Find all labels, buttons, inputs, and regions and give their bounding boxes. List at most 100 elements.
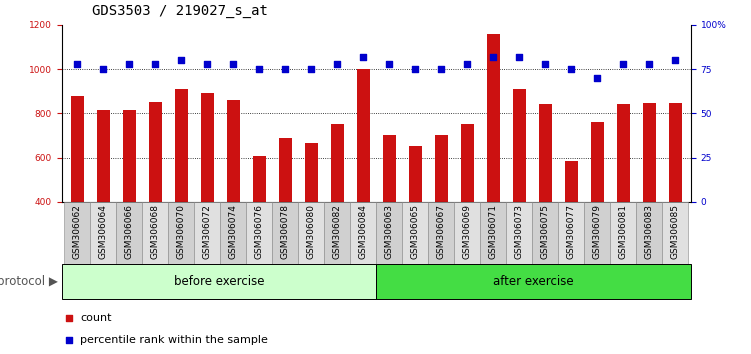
Bar <box>71 96 83 202</box>
Bar <box>357 69 369 202</box>
Text: GSM306083: GSM306083 <box>645 204 654 259</box>
Bar <box>454 202 481 264</box>
Point <box>644 61 656 67</box>
Text: GSM306067: GSM306067 <box>437 204 446 259</box>
Bar <box>149 102 161 202</box>
Text: GSM306064: GSM306064 <box>98 204 107 258</box>
Bar <box>481 202 506 264</box>
Bar <box>122 110 136 202</box>
Text: GDS3503 / 219027_s_at: GDS3503 / 219027_s_at <box>92 4 267 18</box>
Text: GSM306069: GSM306069 <box>463 204 472 259</box>
Bar <box>636 202 662 264</box>
Point <box>669 57 681 63</box>
Text: GSM306084: GSM306084 <box>359 204 368 258</box>
Bar <box>195 202 220 264</box>
Text: GSM306075: GSM306075 <box>541 204 550 259</box>
Text: GSM306074: GSM306074 <box>229 204 238 258</box>
Bar <box>168 202 195 264</box>
Point <box>566 66 578 72</box>
Point <box>439 2 451 8</box>
Point <box>487 54 499 59</box>
Text: GSM306079: GSM306079 <box>593 204 602 259</box>
Bar <box>324 202 350 264</box>
Text: GSM306080: GSM306080 <box>306 204 315 259</box>
Point <box>331 61 343 67</box>
Text: GSM306068: GSM306068 <box>151 204 160 259</box>
Text: GSM306085: GSM306085 <box>671 204 680 259</box>
Bar <box>669 103 682 202</box>
Bar <box>611 202 636 264</box>
Bar <box>617 104 630 202</box>
Bar <box>565 161 578 202</box>
Text: percentile rank within the sample: percentile rank within the sample <box>80 335 268 345</box>
Bar <box>506 202 532 264</box>
Bar <box>220 202 246 264</box>
Bar <box>64 202 90 264</box>
Bar <box>175 89 188 202</box>
Bar <box>376 202 403 264</box>
Bar <box>376 264 691 299</box>
Bar <box>513 89 526 202</box>
Text: GSM306070: GSM306070 <box>176 204 185 259</box>
Bar <box>435 136 448 202</box>
Point <box>97 66 109 72</box>
Text: after exercise: after exercise <box>493 275 574 288</box>
Point <box>228 61 240 67</box>
Point <box>539 61 551 67</box>
Bar <box>538 104 552 202</box>
Text: before exercise: before exercise <box>173 275 264 288</box>
Text: GSM306071: GSM306071 <box>489 204 498 259</box>
Bar <box>403 202 428 264</box>
Bar <box>90 202 116 264</box>
Point <box>149 61 161 67</box>
Point <box>305 66 317 72</box>
Bar <box>272 202 298 264</box>
Text: GSM306062: GSM306062 <box>73 204 82 258</box>
Text: protocol ▶: protocol ▶ <box>0 275 58 288</box>
Bar <box>330 124 344 202</box>
Bar <box>305 143 318 202</box>
Point <box>461 61 473 67</box>
Bar <box>409 147 422 202</box>
Text: GSM306076: GSM306076 <box>255 204 264 259</box>
Text: GSM306073: GSM306073 <box>514 204 523 259</box>
Text: GSM306065: GSM306065 <box>411 204 420 259</box>
Text: GSM306072: GSM306072 <box>203 204 212 258</box>
Point <box>383 61 395 67</box>
Point <box>175 57 187 63</box>
Point <box>591 75 603 81</box>
Point <box>357 54 369 59</box>
Point <box>253 66 265 72</box>
Text: GSM306063: GSM306063 <box>385 204 394 259</box>
Text: GSM306077: GSM306077 <box>567 204 576 259</box>
Text: GSM306066: GSM306066 <box>125 204 134 259</box>
Point <box>201 61 213 67</box>
Bar <box>350 202 376 264</box>
Text: GSM306082: GSM306082 <box>333 204 342 258</box>
Bar <box>487 34 499 202</box>
Text: GSM306078: GSM306078 <box>281 204 290 259</box>
Bar <box>591 122 604 202</box>
Point <box>513 54 525 59</box>
Bar <box>97 110 110 202</box>
Bar <box>532 202 558 264</box>
Point <box>617 61 629 67</box>
Bar <box>584 202 611 264</box>
Point <box>439 200 451 206</box>
Bar <box>298 202 324 264</box>
Bar <box>142 202 168 264</box>
Bar <box>253 156 266 202</box>
Bar <box>428 202 454 264</box>
Bar <box>643 103 656 202</box>
Bar <box>662 202 689 264</box>
Point <box>409 66 421 72</box>
Text: GSM306081: GSM306081 <box>619 204 628 259</box>
Bar <box>201 93 214 202</box>
Bar <box>461 124 474 202</box>
Point <box>123 61 135 67</box>
Bar <box>383 136 396 202</box>
Point <box>436 66 448 72</box>
Bar <box>227 100 240 202</box>
Bar <box>62 264 376 299</box>
Text: count: count <box>80 313 112 323</box>
